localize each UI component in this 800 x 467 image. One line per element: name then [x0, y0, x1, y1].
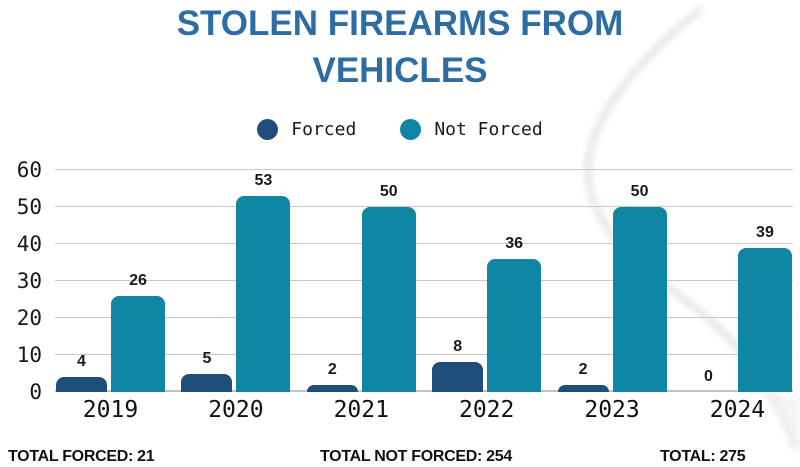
- bar-forced-2022: 8: [432, 338, 484, 392]
- legend-label-forced: Forced: [291, 119, 357, 140]
- forced-legend-dot-icon: [257, 119, 279, 140]
- y-axis-tick-50: 50: [16, 195, 42, 219]
- year-group-2019: 4 26 2019: [56, 170, 165, 423]
- value-label-not-forced-2024: 39: [756, 223, 774, 241]
- year-group-2024: 0 39 2024: [683, 170, 792, 423]
- value-label-forced-2023: 2: [578, 360, 588, 378]
- bar-not-forced-2020: 53: [236, 172, 291, 392]
- bar-not-forced-2021: 50: [361, 183, 416, 392]
- y-axis-tick-60: 60: [16, 158, 42, 182]
- chart-title: STOLEN FIREARMS FROM VEHICLES: [176, 4, 624, 90]
- gridline-10: [55, 354, 793, 355]
- not-forced-legend-dot-icon: [400, 119, 422, 140]
- value-label-forced-2024: 0: [704, 368, 713, 385]
- value-label-forced-2022: 8: [453, 338, 463, 356]
- y-axis-tick-20: 20: [16, 306, 42, 330]
- y-axis-tick-0: 0: [29, 380, 42, 404]
- year-group-2022: 8 36 2022: [432, 170, 542, 423]
- bar-not-forced-2023: 50: [612, 183, 667, 392]
- bar-forced-2023: 2: [557, 361, 609, 392]
- gridline-0: [55, 390, 793, 392]
- x-axis-label-2024: 2024: [709, 397, 766, 423]
- bar-groups: 4 26 2019 5 53 2020 2 50 2021 8 36 2022 2 50 2023 0 39 20…: [56, 170, 792, 423]
- y-axis-tick-30: 30: [16, 269, 42, 293]
- value-label-forced-2021: 2: [327, 360, 337, 378]
- value-label-forced-2019: 4: [77, 353, 86, 371]
- y-axis-tick-10: 10: [16, 343, 42, 367]
- bar-not-forced-2019: 26: [111, 272, 165, 392]
- totals-row: TOTAL FORCED: 21 TOTAL NOT FORCED: 254 T…: [0, 448, 800, 466]
- total-overall-text: TOTAL: 275: [660, 448, 746, 465]
- gridline-50: [55, 206, 793, 207]
- bar-forced-2021: 2: [306, 361, 358, 392]
- bar-not-forced-2024: 39: [737, 224, 792, 392]
- total-not-forced-text: TOTAL NOT FORCED: 254: [320, 448, 512, 465]
- value-label-not-forced-2023: 50: [630, 183, 649, 200]
- value-label-not-forced-2022: 36: [505, 234, 524, 252]
- total-forced-text: TOTAL FORCED: 21: [8, 448, 155, 465]
- gridline-20: [55, 317, 793, 318]
- x-axis-label-2023: 2023: [584, 397, 640, 423]
- legend-item-not-forced: Not Forced: [400, 119, 543, 140]
- gridline-40: [55, 243, 793, 244]
- x-axis-label-2020: 2020: [208, 397, 264, 423]
- year-group-2023: 2 50 2023: [557, 170, 667, 423]
- value-label-not-forced-2020: 53: [254, 171, 273, 189]
- gridline-30: [55, 280, 793, 281]
- bar-not-forced-2022: 36: [487, 235, 542, 392]
- x-axis-label-2022: 2022: [458, 397, 515, 423]
- y-axis-tick-40: 40: [16, 232, 42, 256]
- year-group-2020: 5 53 2020: [181, 170, 291, 423]
- legend-label-not-forced: Not Forced: [434, 119, 543, 140]
- value-label-not-forced-2019: 26: [129, 271, 147, 289]
- year-group-2021: 2 50 2021: [306, 170, 416, 423]
- bar-forced-2020: 5: [181, 350, 233, 392]
- bar-forced-2019: 4: [56, 353, 107, 392]
- plot-area: 0 10 20 30 40 50 60 4 26 2019 5 53 2020 2 50 2021 8 36 202…: [17, 158, 793, 423]
- value-label-not-forced-2021: 50: [379, 183, 398, 200]
- x-axis-label-2019: 2019: [82, 397, 139, 423]
- legend-item-forced: Forced: [257, 119, 356, 140]
- gridline-60: [55, 169, 793, 170]
- chart-legend: Forced Not Forced: [0, 119, 800, 140]
- x-axis-label-2021: 2021: [333, 397, 389, 423]
- value-label-forced-2020: 5: [202, 349, 212, 367]
